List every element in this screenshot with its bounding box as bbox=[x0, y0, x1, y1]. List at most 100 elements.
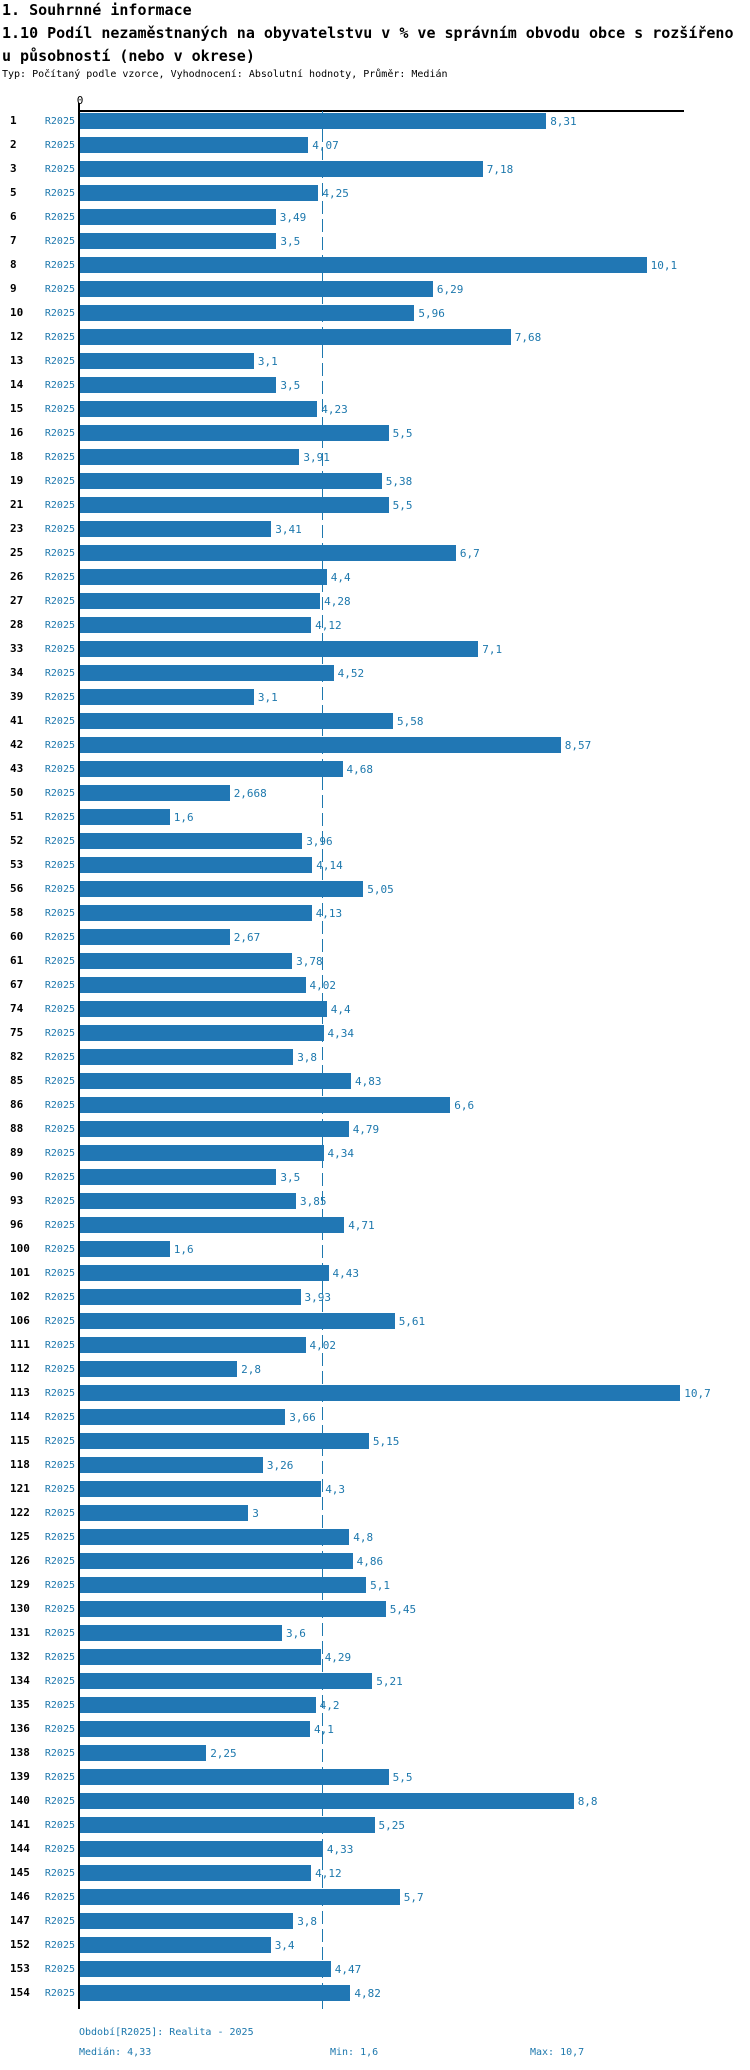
chart-row: 67 R2025 4,02 bbox=[0, 977, 750, 993]
row-series-label: R2025 bbox=[44, 1484, 75, 1495]
bar bbox=[80, 1265, 329, 1281]
row-category-label: 106 bbox=[10, 1314, 30, 1327]
bar-value-label: 1,6 bbox=[173, 1243, 194, 1256]
chart-row: 138 R2025 2,25 bbox=[0, 1745, 750, 1761]
chart-row: 112 R2025 2,8 bbox=[0, 1361, 750, 1377]
row-series-label: R2025 bbox=[44, 1196, 75, 1207]
row-series-label: R2025 bbox=[44, 1820, 75, 1831]
row-category-label: 126 bbox=[10, 1554, 30, 1567]
row-series-label: R2025 bbox=[44, 116, 75, 127]
bar bbox=[80, 1001, 327, 1017]
bar bbox=[80, 209, 276, 225]
chart-row: 25 R2025 6,7 bbox=[0, 545, 750, 561]
bar-value-label: 8,31 bbox=[550, 115, 577, 128]
row-category-label: 27 bbox=[10, 594, 24, 607]
bar bbox=[80, 617, 312, 633]
bar bbox=[80, 977, 306, 993]
bar bbox=[80, 1025, 324, 1041]
median-reference-line bbox=[322, 111, 323, 2009]
bar bbox=[80, 1553, 353, 1569]
row-category-label: 113 bbox=[10, 1386, 30, 1399]
row-category-label: 130 bbox=[10, 1602, 30, 1615]
row-series-label: R2025 bbox=[44, 308, 75, 319]
bar-value-label: 4,3 bbox=[325, 1483, 346, 1496]
bar bbox=[80, 1361, 238, 1377]
row-category-label: 56 bbox=[10, 882, 24, 895]
row-category-label: 101 bbox=[10, 1266, 30, 1279]
bar-value-label: 4,12 bbox=[315, 1867, 342, 1880]
row-series-label: R2025 bbox=[44, 332, 75, 343]
row-category-label: 58 bbox=[10, 906, 24, 919]
row-category-label: 100 bbox=[10, 1242, 30, 1255]
bar bbox=[80, 1529, 350, 1545]
row-series-label: R2025 bbox=[44, 380, 75, 391]
bar-value-label: 4,1 bbox=[314, 1723, 334, 1736]
bar bbox=[80, 1793, 574, 1809]
bar bbox=[80, 1745, 207, 1761]
chart-row: 6 R2025 3,49 bbox=[0, 209, 750, 225]
bar-value-label: 3,85 bbox=[300, 1195, 327, 1208]
row-category-label: 129 bbox=[10, 1578, 30, 1591]
bar bbox=[80, 401, 318, 417]
row-series-label: R2025 bbox=[44, 836, 75, 847]
bar-value-label: 5,58 bbox=[397, 715, 424, 728]
bar-value-label: 4,34 bbox=[327, 1147, 355, 1160]
row-category-label: 111 bbox=[10, 1338, 30, 1351]
row-category-label: 82 bbox=[10, 1050, 24, 1063]
footer-min: Min: 1,6 bbox=[330, 2047, 379, 2058]
chart-row: 3 R2025 7,18 bbox=[0, 161, 750, 177]
chart-row: 19 R2025 5,38 bbox=[0, 473, 750, 489]
bar-value-label: 4,07 bbox=[312, 139, 339, 152]
chart-row: 90 R2025 3,5 bbox=[0, 1169, 750, 1185]
chart-row: 39 R2025 3,1 bbox=[0, 689, 750, 705]
bar bbox=[80, 1385, 681, 1401]
row-category-label: 6 bbox=[10, 210, 17, 223]
bar bbox=[80, 161, 483, 177]
row-series-label: R2025 bbox=[44, 1412, 75, 1423]
chart-row: 2 R2025 4,07 bbox=[0, 137, 750, 153]
row-category-label: 112 bbox=[10, 1362, 30, 1375]
row-series-label: R2025 bbox=[44, 1580, 75, 1591]
bar-value-label: 4,4 bbox=[330, 571, 351, 584]
row-series-label: R2025 bbox=[44, 452, 75, 463]
bar bbox=[80, 497, 389, 513]
row-category-label: 114 bbox=[10, 1410, 30, 1423]
row-series-label: R2025 bbox=[44, 524, 75, 535]
row-series-label: R2025 bbox=[44, 1076, 75, 1087]
chart-row: 93 R2025 3,85 bbox=[0, 1193, 750, 1209]
bar bbox=[80, 1913, 294, 1929]
chart-row: 147 R2025 3,8 bbox=[0, 1913, 750, 1929]
bar bbox=[80, 1145, 324, 1161]
row-series-label: R2025 bbox=[44, 260, 75, 271]
bar-value-label: 5,21 bbox=[376, 1675, 403, 1688]
bar bbox=[80, 521, 272, 537]
chart-row: 13 R2025 3,1 bbox=[0, 353, 750, 369]
chart-row: 60 R2025 2,67 bbox=[0, 929, 750, 945]
row-category-label: 132 bbox=[10, 1650, 30, 1663]
bar-value-label: 6,29 bbox=[436, 283, 464, 296]
row-category-label: 88 bbox=[10, 1122, 24, 1135]
bar-value-label: 4,02 bbox=[309, 979, 337, 992]
bar-value-label: 5,7 bbox=[403, 1891, 424, 1904]
chart-row: 106 R2025 5,61 bbox=[0, 1313, 750, 1329]
bar bbox=[80, 1409, 286, 1425]
row-category-label: 52 bbox=[10, 834, 24, 847]
chart-row: 139 R2025 5,5 bbox=[0, 1769, 750, 1785]
bar bbox=[80, 1889, 400, 1905]
bar-value-label: 5,25 bbox=[378, 1819, 406, 1832]
row-series-label: R2025 bbox=[44, 548, 75, 559]
chart-row: 9 R2025 6,29 bbox=[0, 281, 750, 297]
row-category-label: 42 bbox=[10, 738, 24, 751]
y-axis-line bbox=[78, 103, 80, 2009]
bar bbox=[80, 1049, 294, 1065]
bar-value-label: 10,7 bbox=[684, 1387, 711, 1400]
bar-value-label: 4,8 bbox=[353, 1531, 374, 1544]
bar bbox=[80, 1721, 310, 1737]
row-category-label: 86 bbox=[10, 1098, 24, 1111]
row-series-label: R2025 bbox=[44, 572, 75, 583]
bar-value-label: 4,43 bbox=[332, 1267, 360, 1280]
bar-value-label: 2,67 bbox=[233, 931, 261, 944]
row-category-label: 90 bbox=[10, 1170, 24, 1183]
row-category-label: 147 bbox=[10, 1914, 30, 1927]
row-series-label: R2025 bbox=[44, 1796, 75, 1807]
